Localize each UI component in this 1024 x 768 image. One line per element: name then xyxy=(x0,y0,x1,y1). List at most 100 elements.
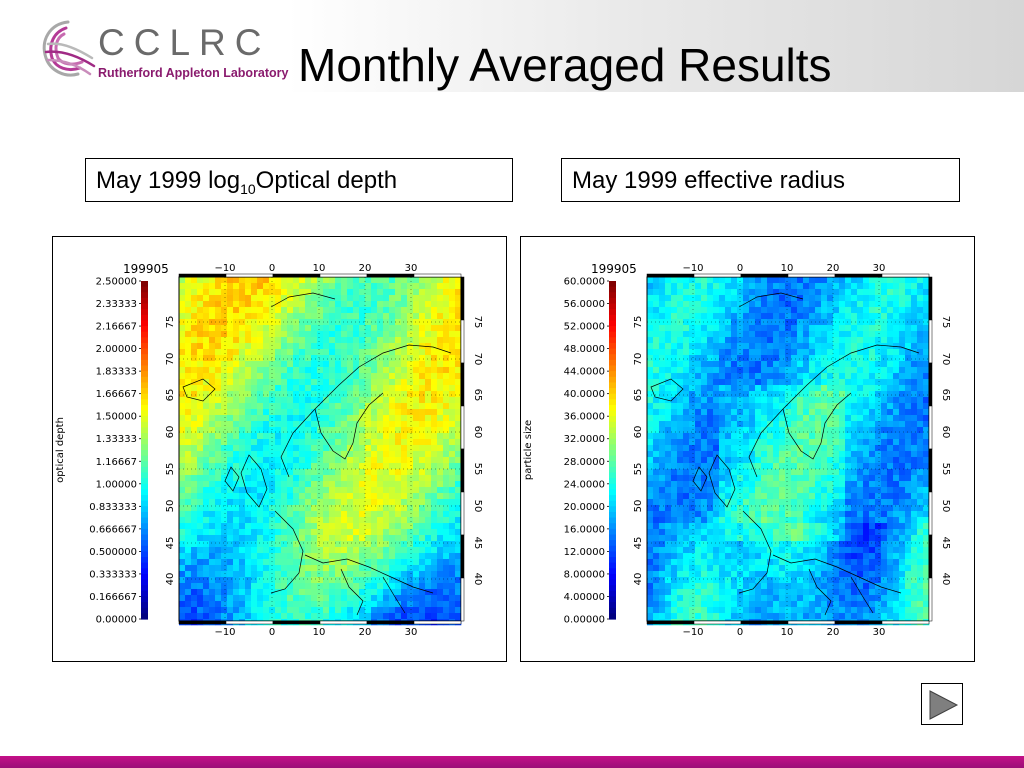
colorbar-tick-label: 1.00000 xyxy=(96,479,137,490)
map-pixel xyxy=(851,397,858,404)
map-pixel xyxy=(353,421,360,428)
map-pixel xyxy=(371,535,378,542)
map-pixel xyxy=(209,439,216,446)
map-pixel xyxy=(287,547,294,554)
map-pixel xyxy=(341,367,348,374)
map-pixel xyxy=(761,325,768,332)
map-pixel xyxy=(419,595,426,602)
map-pixel xyxy=(239,379,246,386)
map-pixel xyxy=(293,487,300,494)
map-pixel xyxy=(233,451,240,458)
map-pixel xyxy=(419,535,426,542)
map-pixel xyxy=(419,457,426,464)
map-pixel xyxy=(179,475,186,482)
map-pixel xyxy=(443,385,450,392)
map-pixel xyxy=(383,481,390,488)
map-pixel xyxy=(875,325,882,332)
map-pixel xyxy=(215,349,222,356)
map-pixel xyxy=(719,439,726,446)
map-pixel xyxy=(707,295,714,302)
map-pixel xyxy=(689,421,696,428)
map-pixel xyxy=(371,451,378,458)
map-pixel xyxy=(311,391,318,398)
map-pixel xyxy=(881,373,888,380)
map-pixel xyxy=(293,613,300,620)
map-pixel xyxy=(227,331,234,338)
colorbar-segment xyxy=(609,433,616,440)
map-pixel xyxy=(887,277,894,284)
map-pixel xyxy=(869,301,876,308)
map-pixel xyxy=(425,289,432,296)
map-pixel xyxy=(275,601,282,608)
map-pixel xyxy=(449,481,456,488)
map-pixel xyxy=(653,355,660,362)
map-pixel xyxy=(341,517,348,524)
map-pixel xyxy=(905,433,912,440)
map-pixel xyxy=(179,529,186,536)
colorbar-tick-label: 1.50000 xyxy=(96,412,137,423)
map-pixel xyxy=(227,349,234,356)
map-pixel xyxy=(779,415,786,422)
map-pixel xyxy=(779,283,786,290)
map-pixel xyxy=(743,295,750,302)
map-pixel xyxy=(827,289,834,296)
map-pixel xyxy=(455,499,462,506)
map-pixel xyxy=(359,523,366,530)
map-pixel xyxy=(419,373,426,380)
map-pixel xyxy=(815,481,822,488)
map-pixel xyxy=(731,523,738,530)
map-pixel xyxy=(815,337,822,344)
map-pixel xyxy=(713,349,720,356)
map-pixel xyxy=(245,517,252,524)
map-pixel xyxy=(875,343,882,350)
map-pixel xyxy=(839,403,846,410)
map-pixel xyxy=(317,337,324,344)
map-pixel xyxy=(773,295,780,302)
map-pixel xyxy=(263,457,270,464)
map-pixel xyxy=(401,337,408,344)
map-pixel xyxy=(653,421,660,428)
map-pixel xyxy=(353,493,360,500)
map-pixel xyxy=(305,607,312,614)
map-pixel xyxy=(875,391,882,398)
map-pixel xyxy=(791,439,798,446)
map-pixel xyxy=(233,355,240,362)
map-pixel xyxy=(737,319,744,326)
map-pixel xyxy=(857,457,864,464)
map-pixel xyxy=(407,283,414,290)
map-pixel xyxy=(257,439,264,446)
map-pixel xyxy=(905,379,912,386)
map-pixel xyxy=(419,337,426,344)
map-pixel xyxy=(449,535,456,542)
map-pixel xyxy=(263,451,270,458)
map-pixel xyxy=(227,601,234,608)
colorbar-segment xyxy=(609,472,616,479)
map-pixel xyxy=(221,427,228,434)
map-pixel xyxy=(683,295,690,302)
map-pixel xyxy=(719,361,726,368)
map-pixel xyxy=(245,511,252,518)
map-pixel xyxy=(731,349,738,356)
map-pixel xyxy=(251,571,258,578)
map-pixel xyxy=(917,409,924,416)
map-pixel xyxy=(305,379,312,386)
map-pixel xyxy=(881,511,888,518)
map-pixel xyxy=(665,355,672,362)
map-pixel xyxy=(311,475,318,482)
logo-subtitle: Rutherford Appleton Laboratory xyxy=(98,66,289,80)
map-pixel xyxy=(371,505,378,512)
map-pixel xyxy=(203,367,210,374)
map-pixel xyxy=(359,577,366,584)
map-pixel xyxy=(401,457,408,464)
map-pixel xyxy=(731,283,738,290)
map-pixel xyxy=(239,481,246,488)
map-pixel xyxy=(299,577,306,584)
map-pixel xyxy=(257,325,264,332)
colorbar-segment xyxy=(141,444,148,451)
map-pixel xyxy=(383,487,390,494)
map-pixel xyxy=(437,391,444,398)
map-pixel xyxy=(683,385,690,392)
map-pixel xyxy=(389,559,396,566)
colorbar-axis-label: optical depth xyxy=(55,417,66,483)
map-pixel xyxy=(317,517,324,524)
